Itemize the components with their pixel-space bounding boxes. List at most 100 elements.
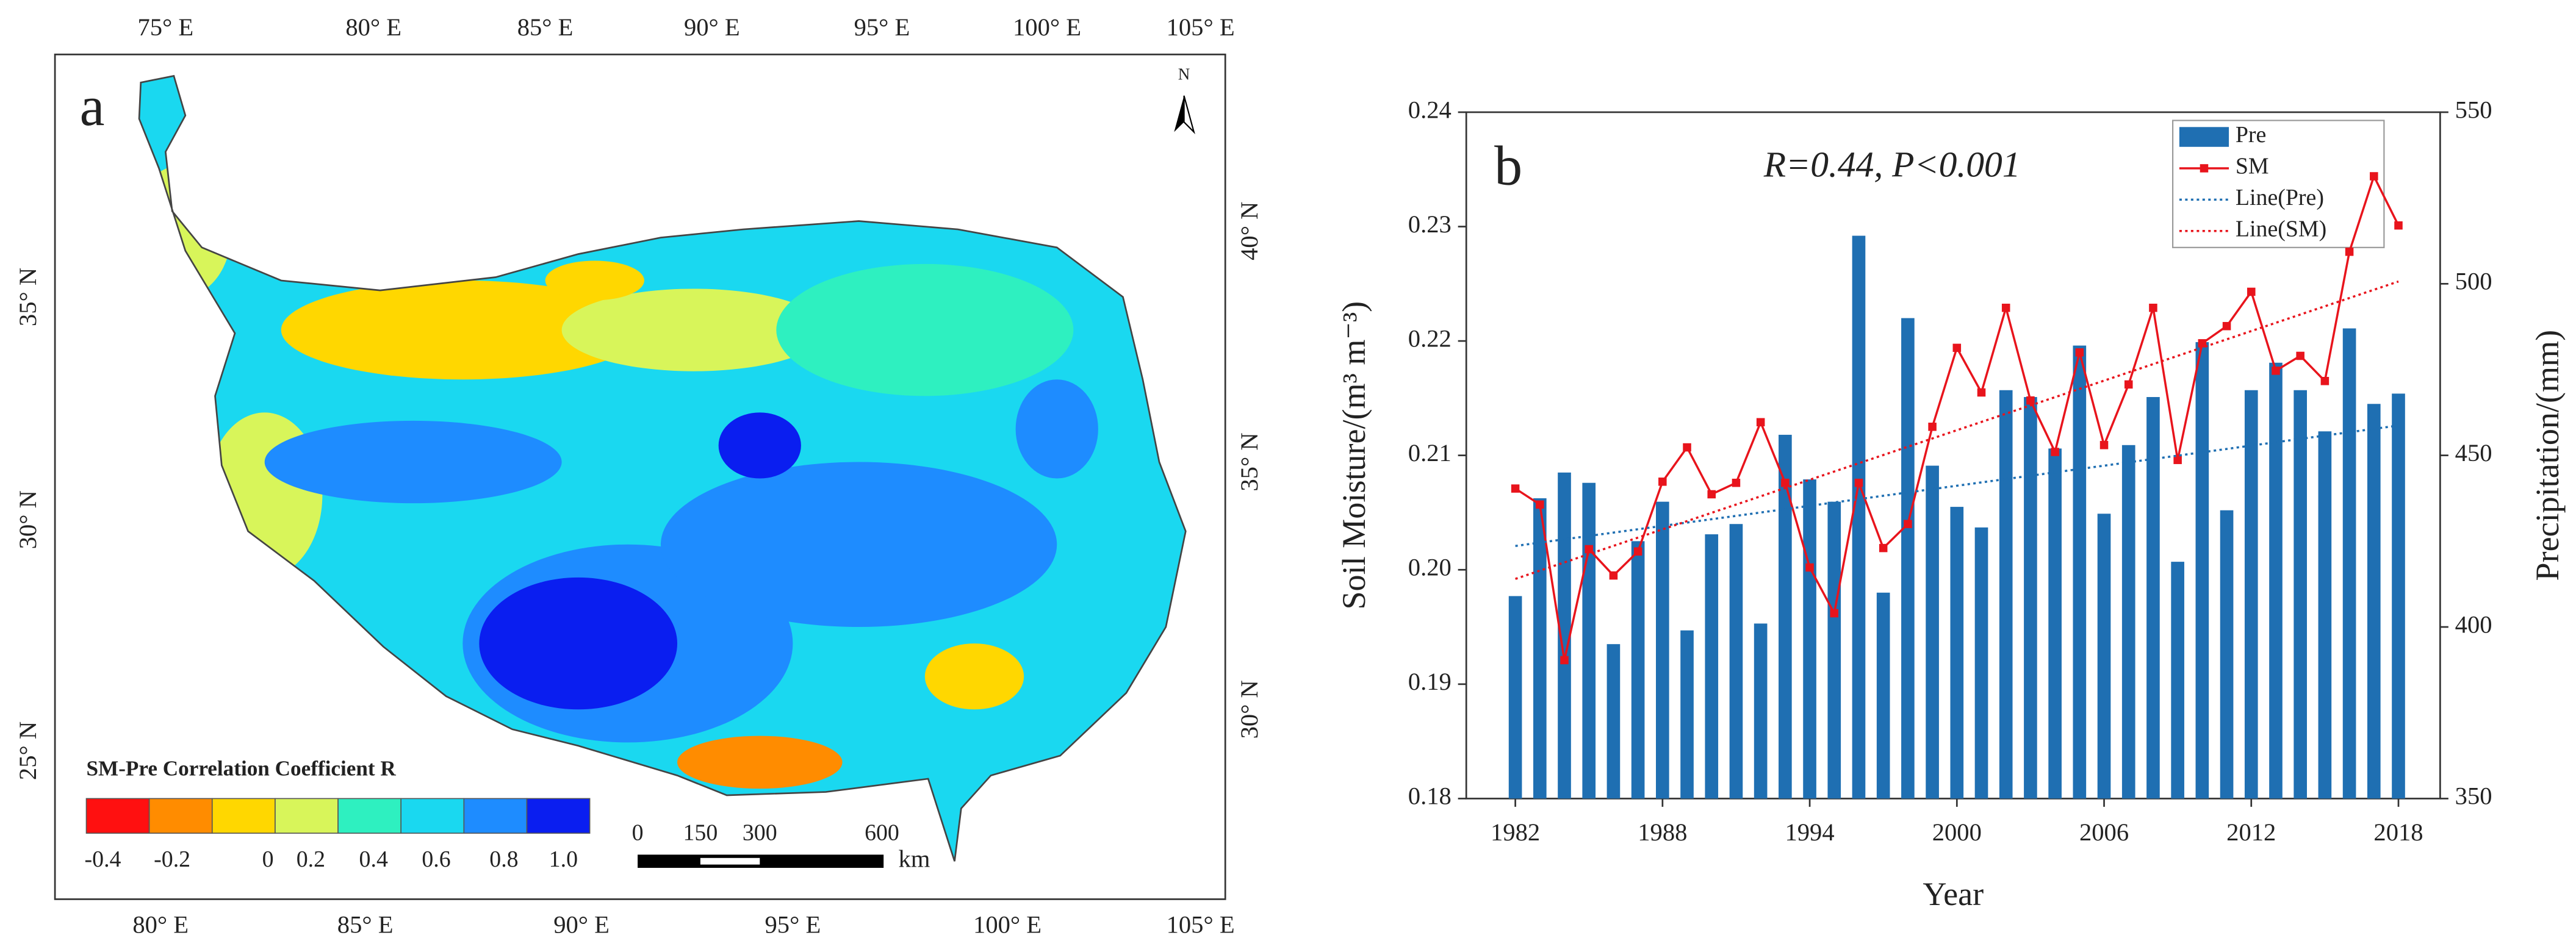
bar — [2269, 362, 2283, 799]
scale-label: 0 — [632, 820, 644, 846]
y-tick-label: 0.23 — [1408, 210, 1452, 238]
bar — [2367, 404, 2381, 799]
sm-marker — [2075, 348, 2084, 357]
bar — [1705, 534, 1719, 799]
x-tick-label: 2006 — [2079, 818, 2129, 846]
sm-marker — [2173, 456, 2182, 464]
colorbar-label: 0 — [262, 846, 274, 872]
lat-label: 35° N — [14, 268, 41, 326]
bar — [1558, 472, 1571, 799]
bar — [2294, 390, 2307, 799]
sm-marker — [1609, 571, 1618, 580]
y-tick-label: 0.24 — [1408, 96, 1452, 123]
bar — [2024, 397, 2037, 799]
colorbar-label: -0.2 — [154, 846, 190, 872]
x-tick-label: 2018 — [2373, 818, 2423, 846]
y-axis-label: Soil Moisture/(m³ m⁻³) — [1336, 301, 1372, 610]
colorbar-label: 1.0 — [549, 846, 578, 872]
legend-label: SM — [2236, 154, 2269, 179]
colorbar-label: 0.6 — [422, 846, 450, 872]
colorbar-cell — [211, 798, 276, 834]
sm-marker — [1658, 478, 1667, 486]
sm-marker — [1707, 490, 1716, 499]
sm-marker — [2394, 221, 2403, 230]
lat-label: 30° N — [14, 490, 41, 549]
y-tick-label: 0.19 — [1408, 668, 1452, 695]
x-axis-label: Year — [1923, 876, 1984, 912]
bar — [1926, 465, 1939, 799]
x-tick-label: 1982 — [1491, 818, 1540, 846]
x-tick-label: 2000 — [1932, 818, 1982, 846]
scale-bar — [700, 857, 760, 865]
bar — [1974, 527, 1988, 799]
lat-label: 25° N — [14, 721, 41, 780]
legend-swatch — [2179, 127, 2229, 147]
bar — [2097, 514, 2111, 799]
lon-label: 80° E — [345, 13, 401, 41]
sm-marker — [1928, 423, 1937, 431]
lon-label: 95° E — [854, 13, 910, 41]
colorbar-cell — [85, 798, 150, 834]
lon-label: 75° E — [137, 13, 193, 41]
sm-marker — [1952, 343, 1962, 353]
bar — [1901, 318, 1915, 799]
bar — [1680, 630, 1694, 799]
bar — [1876, 592, 1890, 799]
north-label: N — [1178, 65, 1190, 84]
lon-label: 100° E — [1013, 13, 1081, 41]
bar — [1999, 390, 2013, 799]
colorbar-label: 0.2 — [297, 846, 325, 872]
y2-tick-label: 550 — [2455, 96, 2492, 123]
x-tick-label: 1988 — [1638, 818, 1687, 846]
lon-label: 90° E — [553, 911, 610, 939]
lon-label: 105° E — [1167, 13, 1235, 41]
bar — [1656, 501, 1669, 799]
bar — [1950, 507, 1964, 799]
lon-label: 90° E — [684, 13, 740, 41]
colorbar-cell — [463, 798, 528, 834]
trend-line — [1515, 424, 2399, 547]
bar — [2171, 562, 2184, 799]
sm-marker — [1879, 543, 1888, 553]
y2-tick-label: 450 — [2455, 439, 2492, 467]
bar — [2146, 397, 2160, 799]
bar — [1582, 482, 1596, 799]
bar — [2121, 445, 2135, 799]
sm-marker — [1585, 545, 1593, 554]
bar — [1803, 479, 1816, 799]
legend-label: Pre — [2236, 122, 2266, 148]
legend-title: SM-Pre Correlation Coefficient R — [86, 756, 396, 780]
legend-label: Line(SM) — [2236, 216, 2326, 242]
bar — [2392, 393, 2405, 799]
sm-marker — [2001, 303, 2010, 312]
bar — [1754, 623, 1768, 799]
sm-marker — [1633, 547, 1642, 556]
bar — [1779, 434, 1792, 799]
lat-label: 35° N — [1236, 432, 1263, 491]
y-tick-label: 0.18 — [1408, 782, 1452, 810]
sm-marker — [2320, 376, 2330, 385]
sm-marker — [2296, 351, 2304, 360]
y2-tick-label: 400 — [2455, 610, 2492, 638]
bar — [1508, 596, 1522, 799]
bar — [2342, 328, 2356, 799]
colorbar-label: -0.4 — [85, 846, 121, 872]
sm-marker — [2247, 287, 2256, 296]
colorbar-label: 0.8 — [489, 846, 518, 872]
map-outline — [138, 74, 1187, 862]
sm-marker — [2222, 321, 2231, 331]
sm-marker — [1683, 443, 1691, 452]
legend-label: Line(Pre) — [2236, 185, 2324, 210]
bar — [2048, 448, 2062, 799]
bar — [2220, 510, 2234, 799]
panel-label: a — [80, 75, 105, 137]
lon-label: 85° E — [337, 911, 394, 939]
colorbar-cell — [400, 798, 465, 834]
lon-label: 105° E — [1167, 911, 1235, 939]
y-tick-label: 0.20 — [1408, 554, 1452, 581]
legend-swatch — [2200, 164, 2209, 173]
colorbar-cell — [275, 798, 339, 834]
scale-unit: km — [899, 845, 930, 873]
y-tick-label: 0.21 — [1408, 439, 1452, 467]
